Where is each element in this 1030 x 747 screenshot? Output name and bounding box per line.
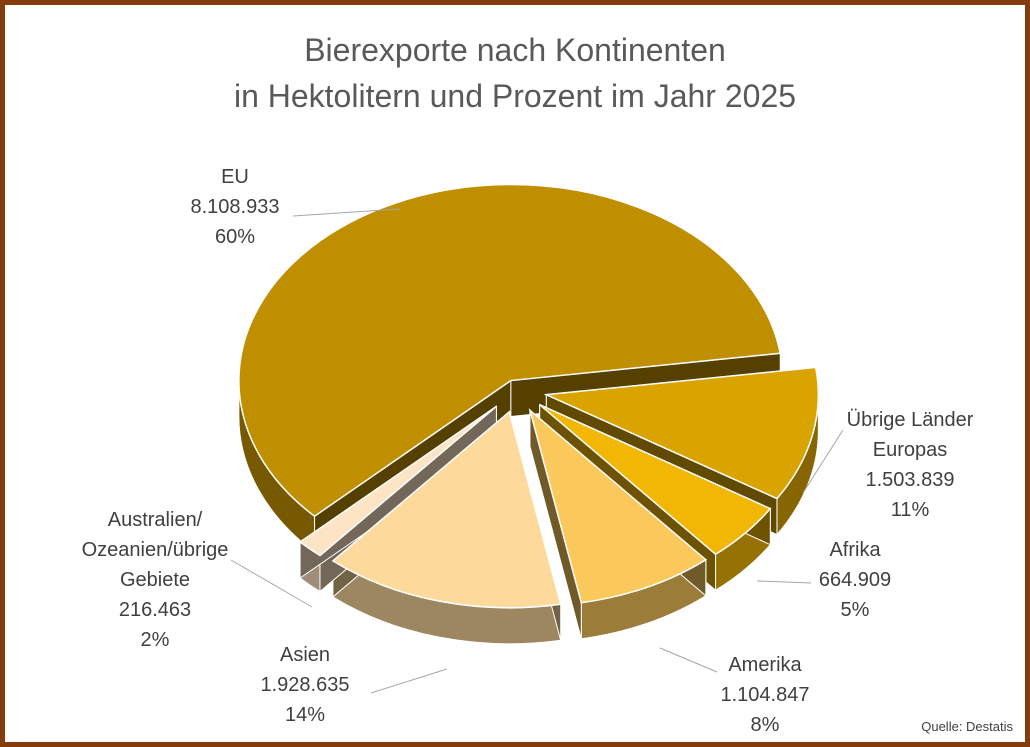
label-category: Afrika <box>829 539 881 561</box>
leader-line <box>230 559 313 608</box>
source: Quelle: Destatis <box>921 719 1013 734</box>
chart-title: Bierexporte nach Kontinenten in Hektolit… <box>233 32 797 114</box>
slice <box>298 405 497 557</box>
slice <box>543 366 820 500</box>
slice <box>539 404 772 556</box>
label-category: EU <box>221 166 249 188</box>
label-percent: 2% <box>140 629 170 651</box>
label-percent: 5% <box>840 599 870 621</box>
label-category: Australien/ Ozeanien/übrige Gebiete <box>81 509 229 591</box>
data-label: Übrige Länder Europas 1.503.839 11% <box>810 405 1010 525</box>
data-label: Asien 1.928.635 14% <box>205 640 405 730</box>
leader-line <box>659 647 718 673</box>
data-label: Australien/ Ozeanien/übrige Gebiete 216.4… <box>55 505 255 655</box>
label-category: Amerika <box>728 654 802 676</box>
label-percent: 14% <box>284 704 326 726</box>
label-percent: 60% <box>214 226 256 248</box>
label-value: 8.108.933 <box>190 196 280 218</box>
leader-line <box>802 429 844 494</box>
label-value: 1.928.635 <box>260 674 350 696</box>
data-label: EU 8.108.933 60% <box>135 162 335 252</box>
slice <box>331 410 562 609</box>
slice <box>238 183 782 518</box>
label-value: 1.104.847 <box>720 684 810 706</box>
label-percent: 11% <box>890 499 930 521</box>
data-label: Afrika 664.909 5% <box>755 535 955 625</box>
pie-plot <box>230 183 844 694</box>
leader-line <box>292 208 401 217</box>
label-value: 216.463 <box>118 599 192 621</box>
label-percent: 8% <box>750 714 780 736</box>
label-category: Asien <box>279 644 331 666</box>
leader-line <box>370 668 448 694</box>
slice <box>528 408 708 604</box>
label-value: 1.503.839 <box>865 469 955 491</box>
leader-line <box>756 580 812 584</box>
label-value: 664.909 <box>818 569 892 591</box>
data-label: Amerika 1.104.847 8% <box>665 650 865 740</box>
label-category: Übrige Länder Europas <box>846 409 974 461</box>
